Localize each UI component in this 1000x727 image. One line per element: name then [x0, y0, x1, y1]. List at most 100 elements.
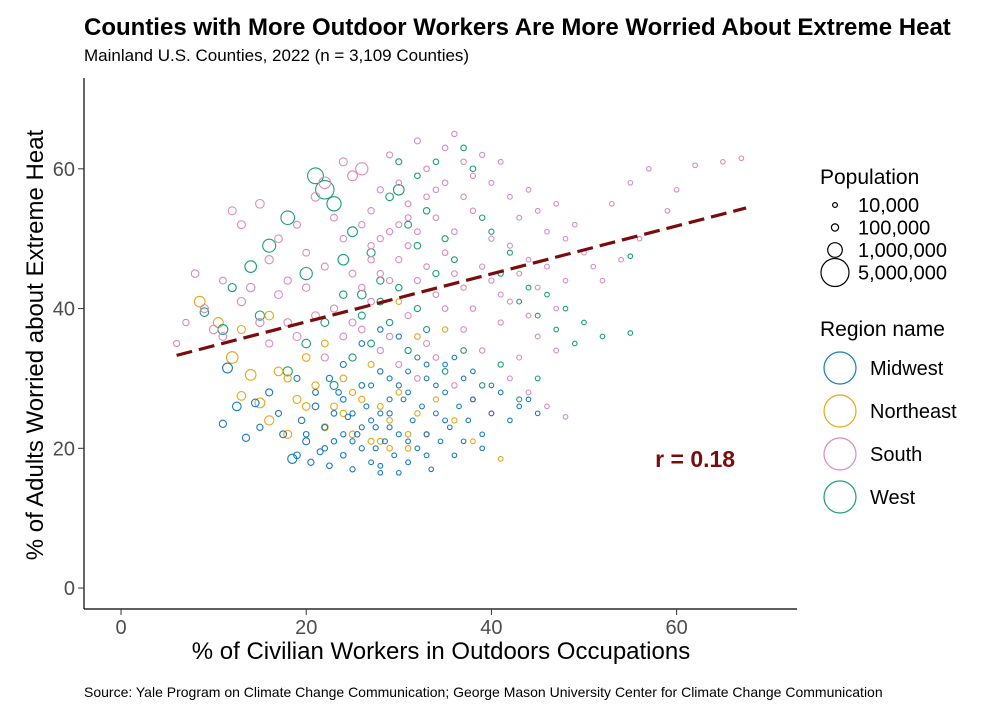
data-point-northeast: [404, 444, 412, 452]
size-legend-symbol: [820, 257, 850, 288]
data-point-midwest: [222, 362, 233, 374]
data-point-south: [413, 277, 421, 285]
data-point-midwest: [339, 360, 347, 369]
data-point-northeast: [395, 389, 403, 396]
data-point-west: [414, 172, 421, 180]
data-point-midwest: [414, 354, 421, 361]
data-point-northeast: [236, 324, 246, 335]
data-point-west: [506, 249, 513, 256]
data-point-midwest: [340, 431, 347, 438]
data-point-midwest: [419, 403, 425, 410]
data-point-midwest: [414, 445, 421, 452]
data-point-west: [478, 214, 486, 221]
data-point-west: [488, 228, 495, 235]
data-point-west: [357, 311, 366, 320]
data-point-midwest: [534, 410, 541, 417]
data-point-west: [376, 276, 385, 285]
legend-label-south: South: [870, 444, 922, 466]
data-point-midwest: [465, 417, 472, 424]
data-point-midwest: [423, 375, 430, 382]
data-point-south: [432, 354, 440, 361]
data-point-west: [432, 269, 440, 278]
data-point-midwest: [297, 416, 306, 425]
data-point-south: [478, 347, 486, 354]
data-point-midwest: [358, 424, 365, 431]
data-point-northeast: [339, 409, 348, 418]
data-point-south: [469, 305, 477, 312]
data-point-south: [562, 414, 569, 420]
data-point-south: [516, 270, 523, 277]
data-point-midwest: [470, 368, 476, 375]
data-point-west: [392, 183, 405, 196]
data-point-south: [479, 151, 486, 159]
data-point-northeast: [348, 388, 357, 397]
data-point-south: [413, 228, 421, 236]
legend-label-west: West: [870, 487, 916, 509]
data-point-midwest: [335, 389, 342, 396]
data-point-midwest: [442, 417, 449, 424]
data-point-midwest: [405, 438, 412, 445]
data-point-west: [460, 347, 467, 354]
data-point-midwest: [349, 438, 356, 445]
data-point-south: [441, 249, 449, 257]
data-point-south: [339, 234, 348, 243]
data-point-south: [673, 186, 680, 193]
data-point-midwest: [330, 438, 338, 445]
data-point-south: [320, 262, 329, 271]
data-point-south: [506, 193, 513, 200]
data-point-northeast: [330, 402, 338, 411]
data-point-south: [451, 270, 458, 277]
data-point-northeast: [283, 429, 293, 439]
data-point-south: [423, 193, 430, 201]
data-point-northeast: [376, 437, 384, 445]
data-point-south: [469, 172, 477, 179]
data-point-south: [618, 256, 624, 263]
data-point-midwest: [479, 445, 486, 452]
data-point-south: [525, 389, 532, 396]
data-point-south: [283, 276, 292, 285]
data-point-northeast: [441, 326, 449, 333]
data-point-south: [367, 207, 375, 215]
data-point-south: [544, 263, 550, 270]
legend-label-northeast: Northeast: [870, 401, 957, 423]
data-point-west: [478, 382, 486, 389]
data-point-midwest: [488, 382, 495, 389]
data-point-west: [385, 318, 394, 327]
data-point-midwest: [307, 458, 315, 466]
data-point-south: [265, 339, 274, 348]
data-point-south: [385, 332, 394, 341]
data-point-midwest: [330, 410, 338, 417]
data-point-south: [190, 269, 200, 278]
data-point-south: [423, 263, 430, 270]
data-point-midwest: [377, 368, 384, 375]
data-point-south: [738, 155, 745, 162]
data-point-midwest: [405, 368, 412, 375]
data-point-midwest: [488, 410, 495, 417]
data-point-south: [451, 130, 458, 138]
data-point-midwest: [377, 462, 384, 469]
data-point-south: [208, 324, 219, 335]
data-point-south: [404, 200, 412, 208]
data-point-northeast: [320, 423, 329, 432]
data-point-west: [497, 361, 504, 368]
data-point-midwest: [400, 396, 407, 403]
data-point-midwest: [470, 396, 476, 403]
data-point-northeast: [348, 430, 357, 439]
data-point-south: [544, 403, 550, 410]
y-axis-label: % of Adults Worried about Extreme Heat: [22, 129, 49, 560]
data-point-northeast: [236, 391, 247, 401]
data-point-south: [274, 234, 283, 244]
data-point-south: [441, 179, 449, 187]
data-point-midwest: [386, 410, 393, 417]
data-point-west: [441, 368, 449, 375]
data-point-south: [497, 291, 504, 298]
data-point-south: [310, 191, 321, 202]
legend-symbol-midwest: [823, 351, 857, 385]
data-point-northeast: [414, 410, 421, 417]
data-point-midwest: [456, 403, 462, 410]
data-point-northeast: [404, 430, 412, 438]
data-point-south: [404, 214, 412, 222]
chart-subtitle: Mainland U.S. Counties, 2022 (n = 3,109 …: [84, 46, 470, 65]
data-point-midwest: [497, 389, 504, 396]
data-point-midwest: [423, 361, 430, 368]
